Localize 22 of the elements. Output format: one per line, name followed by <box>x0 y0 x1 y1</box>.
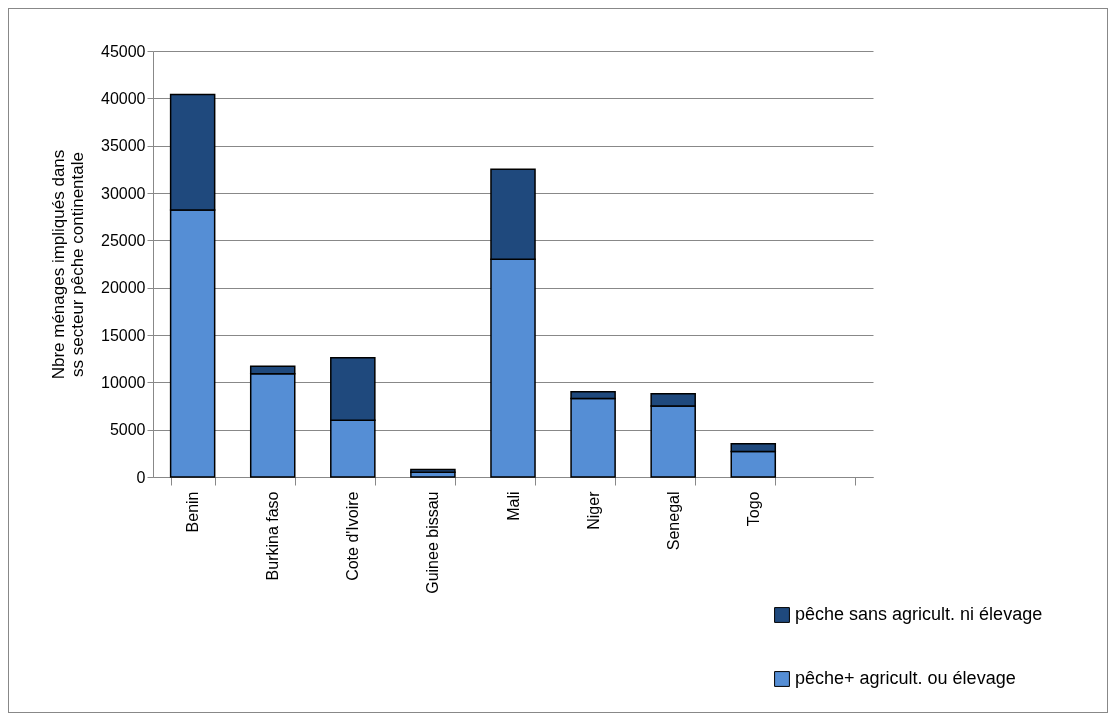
x-tick-label: Burkina faso <box>264 491 282 581</box>
bar <box>410 468 456 474</box>
y-tick-label: 35000 <box>101 137 146 155</box>
y-tick-label: 0 <box>136 468 146 486</box>
y-tick-label: 20000 <box>101 279 146 297</box>
y-axis-title: Nbre ménages impliqués dans ss secteur pêche continentale <box>49 149 88 380</box>
x-tick-label: Mali <box>504 491 522 521</box>
x-tick-label: Benin <box>184 491 202 533</box>
x-tick-label: Togo <box>744 491 762 527</box>
x-tick-label: Senegal <box>664 491 682 551</box>
y-tick-label: 5000 <box>109 421 146 439</box>
legend-label: pêche+ agricult. ou élevage <box>795 668 1016 688</box>
x-tick-label: Guinee bissau <box>424 491 442 594</box>
y-tick-label: 40000 <box>101 89 146 107</box>
x-tick-label: Cote d'Ivoire <box>344 491 362 581</box>
x-tick-label: Niger <box>584 490 602 530</box>
y-tick-label: 15000 <box>101 326 146 344</box>
y-tick-label: 25000 <box>101 231 146 249</box>
y-tick-label: 30000 <box>101 184 146 202</box>
y-tick-label: 10000 <box>101 373 146 391</box>
legend-label: pêche sans agricult. ni élevage <box>795 604 1043 624</box>
y-tick-label: 45000 <box>101 42 146 60</box>
